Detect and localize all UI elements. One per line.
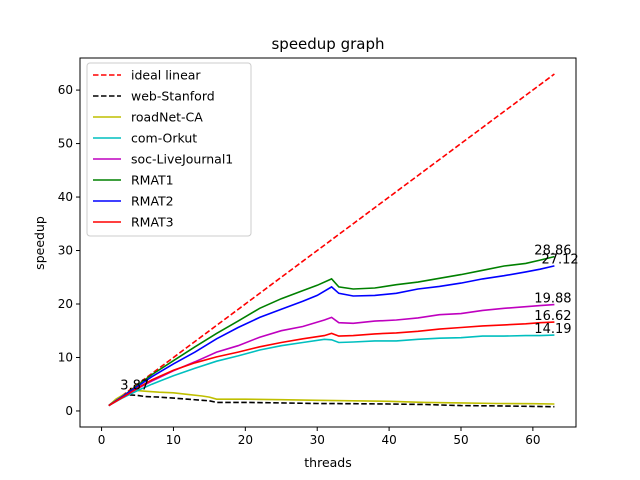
legend-label: roadNet-CA [131,110,203,125]
y-tick-label: 40 [58,190,73,204]
x-axis-title: threads [304,455,352,470]
series-line-ideal-linear [108,73,555,407]
series-line-rmat1 [108,255,555,407]
x-tick-label: 40 [381,433,396,447]
legend-item-soc-livejournal1: soc-LiveJournal1 [93,152,233,167]
x-tick-label: 20 [238,433,253,447]
y-axis-title: speedup [32,216,47,270]
chart-title: speedup graph [271,35,384,53]
legend-label: web-Stanford [131,89,215,104]
legend-item-com-orkut: com-Orkut [93,131,197,146]
y-tick-label: 20 [58,297,73,311]
y-tick-label: 30 [58,244,73,258]
x-tick-label: 50 [453,433,468,447]
legend-label: soc-LiveJournal1 [131,152,233,167]
data-label: 19.88 [534,291,571,306]
data-label: 28.86 [534,243,571,258]
legend-label: RMAT1 [131,173,174,188]
data-label: 27.12 [541,252,578,267]
series-line-web-stanford [108,394,555,408]
x-axis-ticks: 0 10 20 30 40 50 60 [98,427,541,447]
y-tick-label: 10 [58,350,73,364]
legend-item-web-stanford: web-Stanford [93,89,215,104]
legend-item-rmat2: RMAT2 [93,194,174,209]
data-label: 3.87 [120,379,149,394]
legend-label: RMAT3 [131,215,174,230]
x-tick-label: 10 [166,433,181,447]
data-label: 16.62 [534,309,571,324]
y-tick-label: 60 [58,83,73,97]
series-line-rmat2 [108,265,555,407]
series-lines [108,73,555,408]
series-line-com-orkut [108,334,555,407]
legend-item-rmat3: RMAT3 [93,215,174,230]
legend-box [86,62,252,237]
legend-label: com-Orkut [131,131,197,146]
legend: ideal linear web-Stanford roadNet-CA com-Or… [86,62,252,237]
y-axis-ticks: 0 10 20 30 40 50 60 [58,83,80,418]
legend-label: ideal linear [131,68,201,83]
legend-item-rmat1: RMAT1 [93,173,174,188]
legend-item-ideal-linear: ideal linear [93,68,201,83]
data-label: 14.19 [534,322,571,337]
x-tick-label: 0 [98,433,106,447]
legend-item-roadnet-ca: roadNet-CA [93,110,203,125]
series-line-rmat3 [108,321,555,407]
legend-label: RMAT2 [131,194,174,209]
y-tick-label: 0 [65,404,73,418]
y-tick-label: 50 [58,137,73,151]
x-tick-label: 60 [525,433,540,447]
x-tick-label: 30 [310,433,325,447]
